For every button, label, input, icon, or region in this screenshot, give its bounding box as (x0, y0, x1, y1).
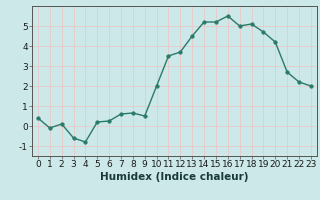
X-axis label: Humidex (Indice chaleur): Humidex (Indice chaleur) (100, 172, 249, 182)
